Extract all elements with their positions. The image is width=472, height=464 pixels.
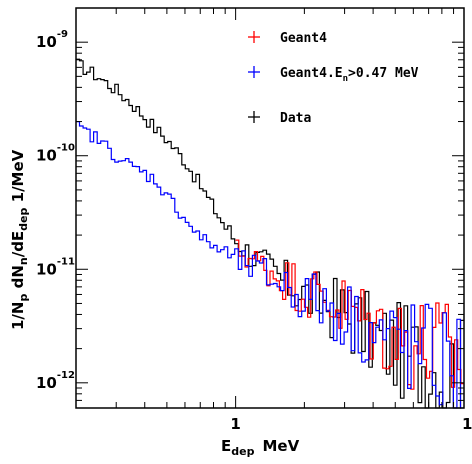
- legend-label-sub: n: [343, 74, 348, 84]
- x-axis-label-main: E: [221, 437, 231, 455]
- legend-label-main: Geant4.E: [280, 66, 343, 81]
- series-line-data: [76, 58, 464, 409]
- y-axis-label-part1: 1/N: [9, 302, 27, 330]
- series-line-geant4-en-0-47-mev: [76, 121, 464, 409]
- legend: Geant4 Geant4.En>0.47 MeV Data: [248, 31, 419, 126]
- y-tick-base: 10: [36, 374, 57, 392]
- y-axis-label-part4: 1/MeV: [9, 149, 27, 207]
- legend-label-rest: >0.47 MeV: [348, 66, 419, 81]
- y-axis-label: 1/Np dNn/dEdep 1/MeV: [9, 149, 30, 330]
- y-tick-label: 10-10: [36, 143, 75, 165]
- x-tick-label: 1: [230, 415, 240, 433]
- x-axis-label-sub: dep: [231, 445, 254, 458]
- y-tick-base: 10: [36, 260, 57, 278]
- x-axis-label: Edep MeV: [221, 437, 300, 458]
- y-axis-label-part2: dN: [9, 265, 27, 294]
- y-tick-exp: -10: [57, 143, 75, 154]
- y-axis-label-sub1: p: [17, 294, 30, 302]
- y-axis-label-part3: /dE: [9, 231, 27, 257]
- legend-label: Data: [280, 111, 311, 126]
- plot-frame: [75, 7, 465, 409]
- y-tick-exp: -9: [57, 29, 68, 40]
- legend-label: Geant4.En>0.47 MeV: [280, 66, 419, 84]
- x-tick-label: 10: [462, 415, 472, 433]
- series-layer: [76, 58, 464, 409]
- series-line-geant4: [235, 239, 464, 390]
- y-tick-label: 10-11: [36, 256, 75, 278]
- y-tick-label: 10-9: [36, 29, 68, 51]
- y-axis-label-sub3: dep: [17, 207, 30, 230]
- y-axis-label-sub2: n: [17, 257, 30, 265]
- y-tick-base: 10: [36, 147, 57, 165]
- y-tick-exp: -12: [57, 370, 75, 381]
- legend-label: Geant4: [280, 31, 327, 46]
- y-tick-exp: -11: [57, 256, 75, 267]
- y-tick-label: 10-12: [36, 370, 75, 392]
- y-tick-base: 10: [36, 33, 57, 51]
- x-axis-label-unit: MeV: [262, 437, 299, 455]
